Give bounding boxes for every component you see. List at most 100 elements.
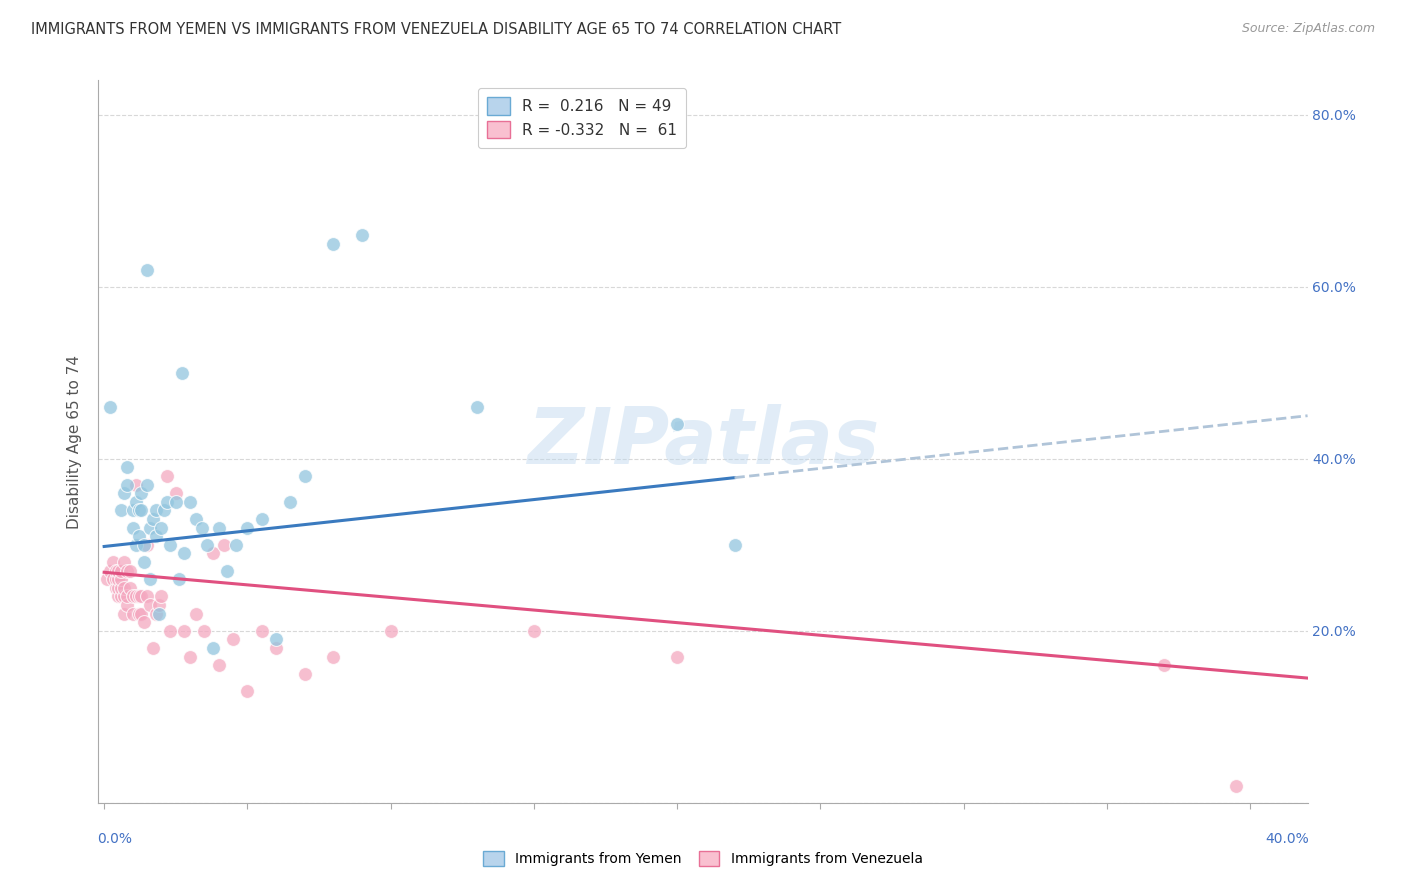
Point	[264, 640, 287, 655]
Point	[150, 590, 173, 604]
Point	[98, 564, 121, 578]
Point	[101, 572, 124, 586]
Point	[139, 520, 162, 534]
Point	[115, 460, 138, 475]
Point	[104, 581, 127, 595]
Point	[153, 503, 176, 517]
Point	[294, 666, 316, 681]
Point	[128, 529, 150, 543]
Point	[173, 624, 195, 638]
Point	[208, 520, 231, 534]
Point	[150, 520, 173, 534]
Point	[124, 538, 146, 552]
Point	[165, 486, 187, 500]
Point	[115, 590, 138, 604]
Point	[128, 503, 150, 517]
Point	[465, 400, 488, 414]
Point	[1225, 779, 1247, 793]
Point	[136, 262, 159, 277]
Point	[294, 469, 316, 483]
Point	[214, 538, 236, 552]
Text: 0.0%: 0.0%	[97, 831, 132, 846]
Point	[666, 417, 689, 432]
Point	[121, 607, 143, 621]
Point	[128, 590, 150, 604]
Point	[1153, 658, 1175, 673]
Point	[139, 598, 162, 612]
Point	[159, 538, 181, 552]
Point	[112, 486, 135, 500]
Point	[136, 538, 159, 552]
Point	[107, 581, 129, 595]
Point	[159, 624, 181, 638]
Point	[110, 581, 132, 595]
Point	[112, 555, 135, 569]
Point	[208, 658, 231, 673]
Point	[131, 590, 153, 604]
Point	[104, 564, 127, 578]
Point	[107, 564, 129, 578]
Point	[280, 494, 302, 508]
Point	[156, 469, 179, 483]
Point	[121, 520, 143, 534]
Point	[134, 615, 156, 630]
Point	[124, 590, 146, 604]
Point	[322, 649, 344, 664]
Point	[666, 649, 689, 664]
Point	[167, 572, 190, 586]
Point	[98, 400, 121, 414]
Point	[112, 581, 135, 595]
Point	[322, 236, 344, 251]
Point	[118, 581, 141, 595]
Point	[179, 494, 201, 508]
Point	[350, 228, 373, 243]
Text: Source: ZipAtlas.com: Source: ZipAtlas.com	[1241, 22, 1375, 36]
Point	[264, 632, 287, 647]
Point	[250, 624, 273, 638]
Point	[107, 572, 129, 586]
Point	[145, 607, 167, 621]
Point	[145, 503, 167, 517]
Point	[110, 590, 132, 604]
Point	[145, 529, 167, 543]
Point	[236, 684, 259, 698]
Y-axis label: Disability Age 65 to 74: Disability Age 65 to 74	[67, 354, 83, 529]
Point	[121, 590, 143, 604]
Point	[380, 624, 402, 638]
Point	[112, 590, 135, 604]
Point	[523, 624, 546, 638]
Point	[110, 503, 132, 517]
Point	[136, 477, 159, 491]
Point	[115, 564, 138, 578]
Text: 40.0%: 40.0%	[1265, 831, 1309, 846]
Point	[124, 477, 146, 491]
Legend: Immigrants from Yemen, Immigrants from Venezuela: Immigrants from Yemen, Immigrants from V…	[478, 846, 928, 871]
Point	[124, 494, 146, 508]
Point	[148, 598, 170, 612]
Point	[173, 546, 195, 560]
Point	[202, 546, 225, 560]
Point	[139, 572, 162, 586]
Point	[217, 564, 239, 578]
Point	[136, 590, 159, 604]
Point	[101, 555, 124, 569]
Point	[112, 607, 135, 621]
Point	[128, 607, 150, 621]
Point	[134, 538, 156, 552]
Point	[107, 590, 129, 604]
Point	[170, 366, 193, 380]
Point	[184, 512, 207, 526]
Text: IMMIGRANTS FROM YEMEN VS IMMIGRANTS FROM VENEZUELA DISABILITY AGE 65 TO 74 CORRE: IMMIGRANTS FROM YEMEN VS IMMIGRANTS FROM…	[31, 22, 841, 37]
Point	[195, 538, 218, 552]
Point	[121, 503, 143, 517]
Text: ZIPatlas: ZIPatlas	[527, 403, 879, 480]
Point	[184, 607, 207, 621]
Point	[110, 564, 132, 578]
Point	[148, 607, 170, 621]
Point	[131, 486, 153, 500]
Point	[179, 649, 201, 664]
Legend: R =  0.216   N = 49, R = -0.332   N =  61: R = 0.216 N = 49, R = -0.332 N = 61	[478, 88, 686, 148]
Point	[115, 477, 138, 491]
Point	[723, 538, 745, 552]
Point	[131, 607, 153, 621]
